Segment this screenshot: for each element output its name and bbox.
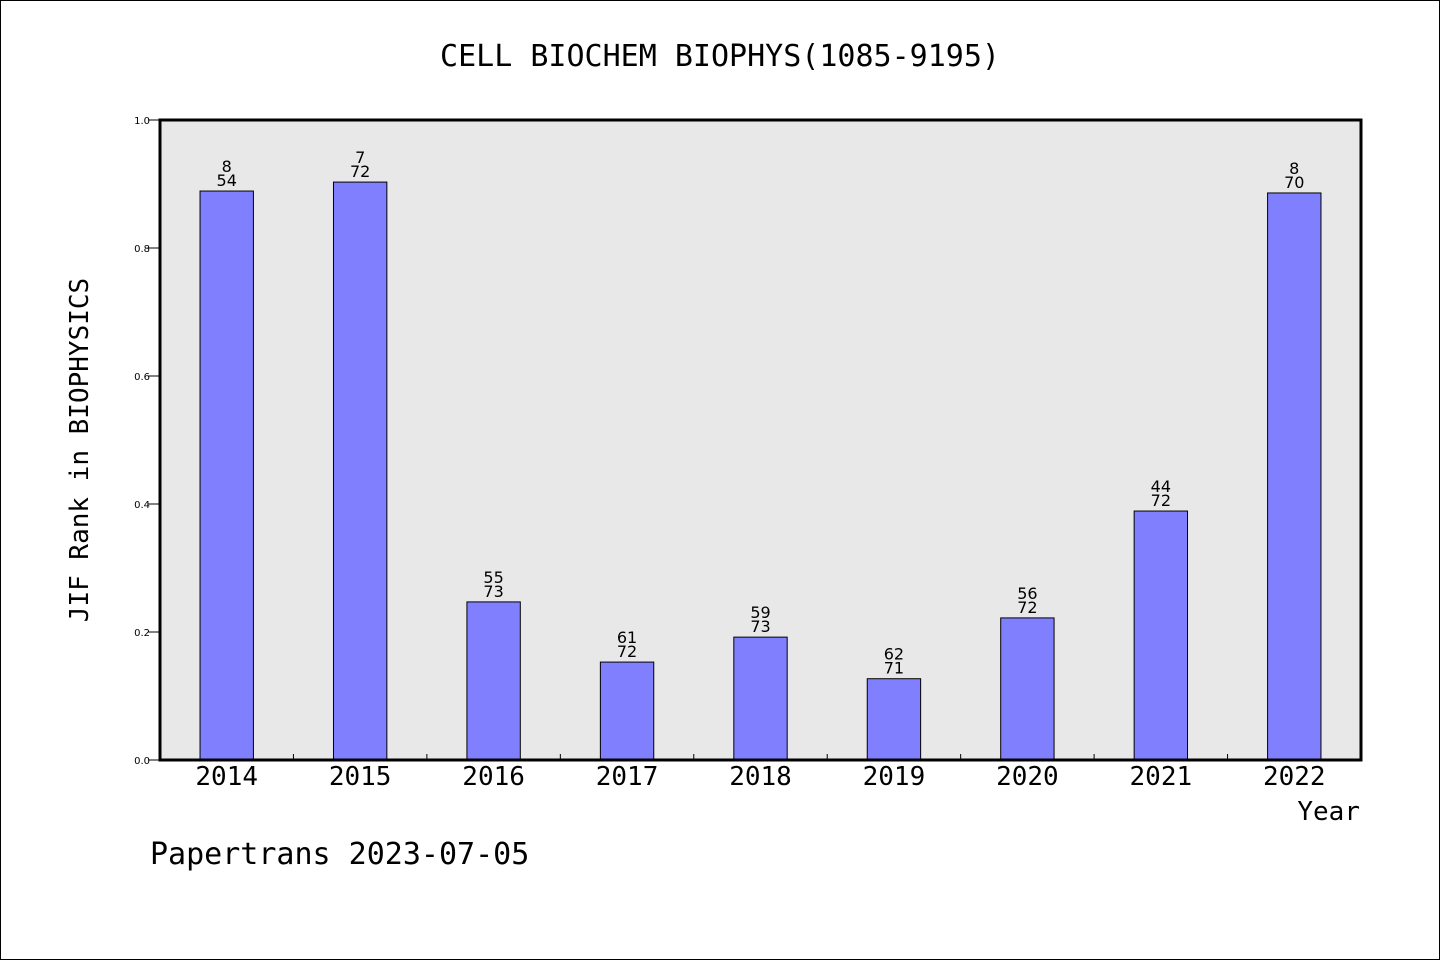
x-tick-label: 2018 — [729, 762, 792, 792]
bar-rank-label: 44 — [1151, 477, 1171, 496]
bar-total-label: 72 — [1151, 491, 1171, 510]
x-tick-label: 2022 — [1263, 762, 1326, 792]
bar-rank-label: 56 — [1017, 584, 1037, 603]
bar-total-label: 71 — [884, 659, 904, 678]
y-tick-label: 0.4 — [134, 500, 150, 511]
x-tick-label: 2021 — [1130, 762, 1193, 792]
bar-2017 — [599, 661, 655, 761]
bar-2022 — [1267, 192, 1322, 761]
y-tick-label: 0.2 — [134, 628, 150, 639]
x-axis: 2014 2015 2016 2017 2018 2019 2020 2021 2022 — [195, 754, 1326, 792]
y-axis: 0.0 0.2 0.4 0.6 0.8 1.0 — [134, 116, 160, 767]
x-tick-label: 2014 — [195, 762, 258, 792]
y-tick-label: 0.8 — [134, 244, 150, 255]
bar-total-label: 72 — [1017, 598, 1037, 617]
y-tick-label: 1.0 — [134, 116, 150, 127]
bar-2016 — [466, 601, 521, 761]
x-axis-label: Year — [1297, 797, 1360, 827]
plot-border — [158, 118, 1363, 762]
x-tick-label: 2016 — [462, 762, 525, 792]
bar-rank-label: 62 — [884, 645, 904, 664]
bar-rank-label: 8 — [1289, 159, 1299, 178]
footer-text: Papertrans 2023-07-05 — [150, 837, 529, 872]
bar-total-label: 73 — [483, 582, 503, 601]
bar-total-label: 72 — [350, 162, 370, 181]
chart-title: CELL BIOCHEM BIOPHYS(1085-9195) — [440, 39, 1000, 74]
bar-rank-label: 61 — [617, 628, 637, 647]
bar-total-label: 70 — [1284, 173, 1304, 192]
y-tick-label: 0.0 — [134, 756, 150, 767]
bar-total-label: 72 — [617, 642, 637, 661]
x-tick-label: 2017 — [596, 762, 659, 792]
bars — [199, 181, 1322, 761]
x-tick-label: 2015 — [329, 762, 392, 792]
bar-2021 — [1133, 510, 1189, 761]
bar-rank-label: 59 — [750, 603, 770, 622]
bar-total-label: 54 — [217, 171, 237, 190]
x-tick-label: 2020 — [996, 762, 1059, 792]
bar-rank-label: 8 — [222, 157, 232, 176]
y-axis-label: JIF Rank in BIOPHYSICS — [65, 278, 95, 622]
bar-2014 — [199, 190, 254, 761]
bar-rank-label: 55 — [483, 568, 503, 587]
bar-total-label: 73 — [750, 617, 770, 636]
x-tick-label: 2019 — [863, 762, 926, 792]
bar-2019 — [866, 678, 922, 761]
bar-2020 — [1000, 617, 1055, 761]
y-tick-label: 0.6 — [134, 372, 150, 383]
bar-2018 — [733, 636, 788, 761]
bar-rank-label: 7 — [355, 148, 365, 167]
bar-2015 — [332, 181, 388, 761]
